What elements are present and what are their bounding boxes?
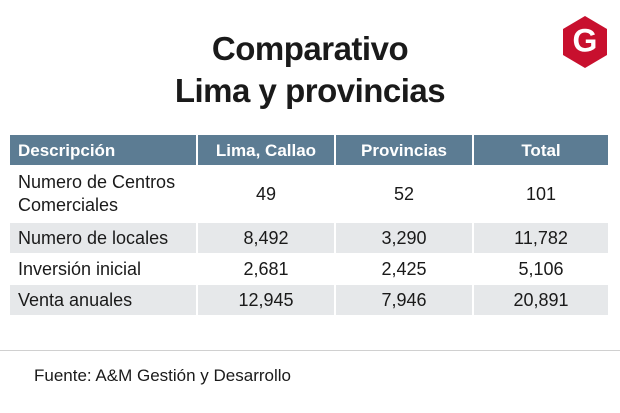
table-cell: 5,106 [474,254,608,284]
row-label: Inversión inicial [10,254,196,284]
table-cell: 2,425 [336,254,472,284]
row-label: Venta anuales [10,285,196,315]
header-cell: Total [474,135,608,165]
table-cell: 20,891 [474,285,608,315]
header-cell: Lima, Callao [198,135,334,165]
row-label: Numero de locales [10,223,196,253]
logo-letter: G [573,22,598,58]
table-cell: 2,681 [198,254,334,284]
table-cell: 101 [474,166,608,222]
header-cell: Descripción [10,135,196,165]
title-line: Lima y provincias [174,72,446,109]
source: Fuente: A&M Gestión y Desarrollo [34,366,292,385]
table-cell: 52 [336,166,472,222]
row-label: Numero de Centros Comerciales [10,166,196,222]
title-line: Comparativo [211,30,409,67]
table-cell: 8,492 [198,223,334,253]
table-cell: 11,782 [474,223,608,253]
table-cell: 12,945 [198,285,334,315]
logo-hexagon [563,16,607,68]
logo: G [563,16,607,68]
table: Descripción Lima, Callao Provincias Total Nu… [10,135,608,315]
table-cell: 49 [198,166,334,222]
table-cell: 7,946 [336,285,472,315]
title: Comparativo Lima y provincias [0,28,620,112]
table-cell: 3,290 [336,223,472,253]
divider [0,350,620,351]
header-cell: Provincias [336,135,472,165]
